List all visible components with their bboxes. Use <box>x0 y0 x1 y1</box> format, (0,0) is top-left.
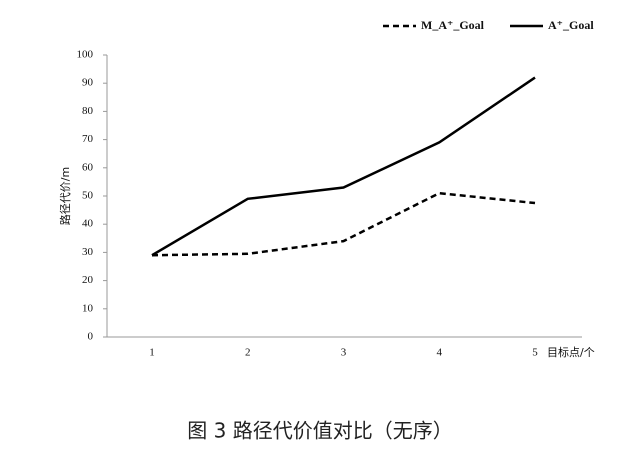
y-tick-label: 30 <box>82 246 94 258</box>
x-axis-label: 目标点/个 <box>547 345 595 359</box>
y-tick-label: 90 <box>82 77 94 89</box>
line-series <box>151 191 536 257</box>
x-tick-label: 1 <box>149 347 155 359</box>
x-tick-label: 4 <box>437 347 443 359</box>
line-series <box>151 76 536 257</box>
y-tick-label: 80 <box>82 105 94 117</box>
x-tick-label: 3 <box>341 347 347 359</box>
y-tick-label: 60 <box>82 161 94 173</box>
legend-label: A⁺_Goal <box>548 18 594 32</box>
y-tick-label: 40 <box>82 218 94 230</box>
y-tick-label: 50 <box>82 190 94 202</box>
x-tick-label: 2 <box>245 347 251 359</box>
y-tick-label: 20 <box>82 274 94 286</box>
legend-label: M_A⁺_Goal <box>421 18 485 32</box>
y-tick-label: 100 <box>77 49 94 61</box>
y-axis-label: 路径代价/m <box>59 167 72 225</box>
y-tick-label: 70 <box>82 133 94 145</box>
y-tick-label: 10 <box>82 302 94 314</box>
x-tick-label: 5 <box>532 347 538 359</box>
caption: 图 3 路径代价值对比（无序） <box>187 419 452 443</box>
y-tick-label: 0 <box>88 331 94 343</box>
